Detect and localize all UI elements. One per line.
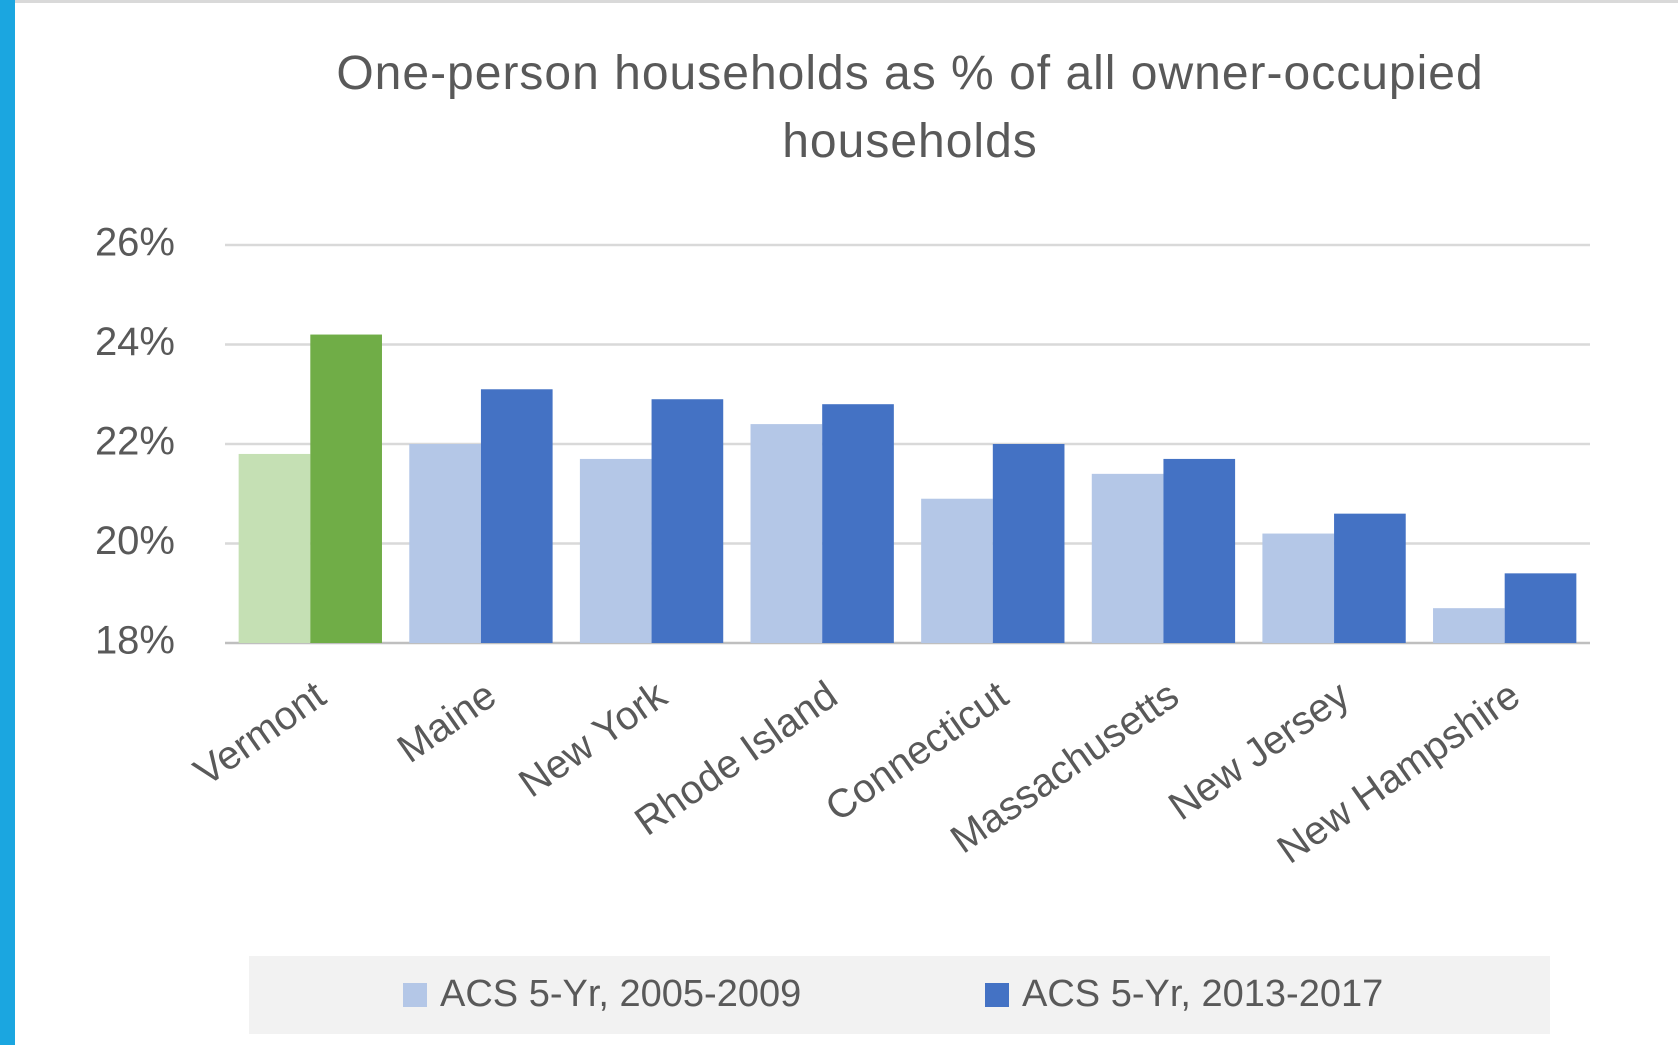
legend-swatch	[403, 983, 427, 1007]
y-tick-label: 20%	[95, 519, 175, 563]
bar	[921, 498, 993, 643]
bar	[1504, 573, 1577, 643]
y-tick-label: 26%	[95, 221, 175, 265]
bar	[480, 389, 553, 643]
legend-label: ACS 5-Yr, 2005-2009	[440, 973, 801, 1015]
y-tick-label: 18%	[95, 619, 175, 663]
side-stripe	[0, 0, 15, 1045]
bar	[1262, 533, 1335, 643]
y-tick-label: 24%	[95, 320, 175, 364]
bar	[992, 444, 1065, 643]
bar	[1091, 473, 1164, 643]
bar	[1334, 513, 1406, 643]
x-tick-label: Vermont	[186, 673, 333, 794]
chart-frame	[15, 0, 1678, 1045]
legend-label: ACS 5-Yr, 2013-2017	[1022, 973, 1383, 1015]
legend-box	[249, 956, 1550, 1034]
bar	[310, 334, 382, 643]
y-tick-label: 22%	[95, 420, 175, 464]
bar	[1163, 458, 1236, 643]
bar	[409, 444, 481, 643]
bar	[1433, 608, 1505, 643]
chart-title: One-person households as % of all owner-…	[336, 47, 1484, 168]
x-tick-label: Maine	[390, 673, 504, 772]
x-tick-label: New York	[511, 672, 675, 806]
bar	[822, 404, 894, 643]
bar	[651, 399, 724, 643]
bar	[750, 424, 823, 643]
legend-swatch	[985, 983, 1009, 1007]
bar	[238, 453, 311, 643]
bar	[579, 458, 652, 643]
